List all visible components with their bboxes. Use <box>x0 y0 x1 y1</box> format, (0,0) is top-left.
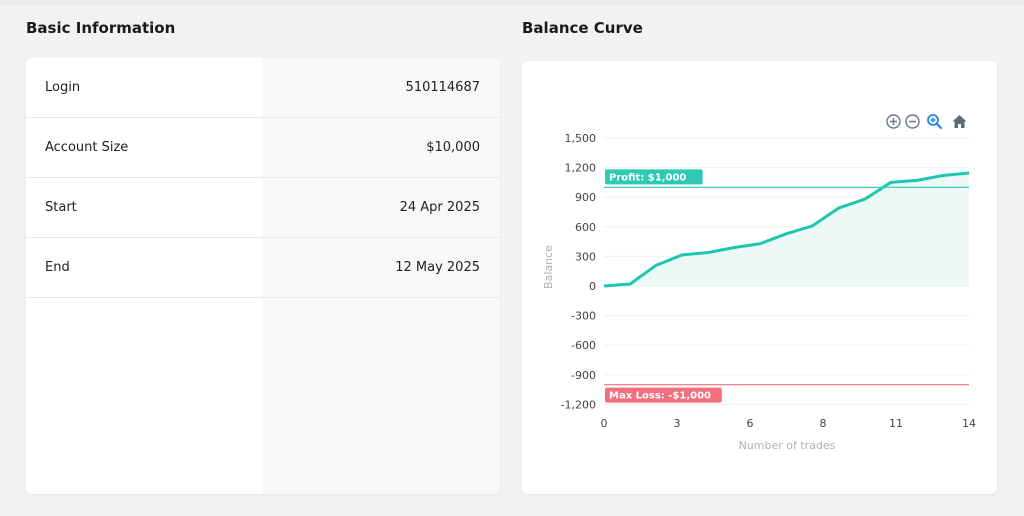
y-tick-label: 0 <box>589 280 596 293</box>
y-tick-label: -300 <box>571 310 596 323</box>
annotation-badge <box>605 387 722 403</box>
zoom-in-icon[interactable] <box>885 113 902 130</box>
x-tick-label: 3 <box>674 417 681 430</box>
annotation-label: Profit: $1,000 <box>609 172 686 183</box>
zoom-out-icon[interactable] <box>904 113 921 130</box>
y-axis-ticks: 1,500 1,200 900 600 300 0 -300 -600 -900 -1,200 <box>561 132 596 411</box>
x-tick-label: 14 <box>962 417 976 430</box>
basic-information-card: Login 510114687 Account Size $10,000 Sta… <box>26 58 500 494</box>
y-axis-label: Balance <box>542 245 555 289</box>
basic-information-title: Basic Information <box>26 19 176 37</box>
y-tick-label: -1,200 <box>561 398 596 411</box>
value-column-background <box>263 58 500 494</box>
x-tick-label: 8 <box>820 417 827 430</box>
y-tick-label: 300 <box>575 250 596 263</box>
balance-curve-title: Balance Curve <box>522 19 643 37</box>
x-axis-label: Number of trades <box>739 439 836 452</box>
chart-annotations: Profit: $1,000 Max Loss: -$1,000 <box>604 169 969 403</box>
info-row-login: Login 510114687 <box>26 58 500 118</box>
balance-curve-card: Profit: $1,000 Max Loss: -$1,000 1,500 1,2… <box>522 61 997 494</box>
info-label: Start <box>45 200 77 215</box>
y-tick-label: 1,200 <box>565 162 597 175</box>
y-tick-label: 900 <box>575 191 596 204</box>
x-tick-label: 11 <box>889 417 903 430</box>
y-tick-label: -900 <box>571 369 596 382</box>
info-row-end: End 12 May 2025 <box>26 238 500 298</box>
x-tick-label: 6 <box>747 417 754 430</box>
x-tick-label: 0 <box>601 417 608 430</box>
zoom-icon[interactable] <box>926 113 943 130</box>
balance-line <box>603 171 970 288</box>
y-tick-label: 1,500 <box>565 132 597 145</box>
info-label: End <box>45 260 70 275</box>
info-value: 12 May 2025 <box>395 260 480 275</box>
annotation-badge <box>605 169 703 185</box>
y-tick-label: 600 <box>575 221 596 234</box>
info-label: Account Size <box>45 140 129 155</box>
info-row-start: Start 24 Apr 2025 <box>26 178 500 238</box>
x-axis-ticks: 0 3 6 8 11 14 <box>601 417 977 430</box>
info-value: $10,000 <box>426 140 480 155</box>
info-value: 24 Apr 2025 <box>399 200 480 215</box>
info-value: 510114687 <box>405 80 480 95</box>
balance-area <box>604 173 969 286</box>
y-tick-label: -600 <box>571 339 596 352</box>
home-icon[interactable] <box>951 113 968 130</box>
annotation-label: Max Loss: -$1,000 <box>609 391 711 402</box>
info-row-account-size: Account Size $10,000 <box>26 118 500 178</box>
top-strip <box>0 0 1024 6</box>
info-label: Login <box>45 80 81 95</box>
balance-chart: Profit: $1,000 Max Loss: -$1,000 1,500 1,2… <box>542 132 977 452</box>
